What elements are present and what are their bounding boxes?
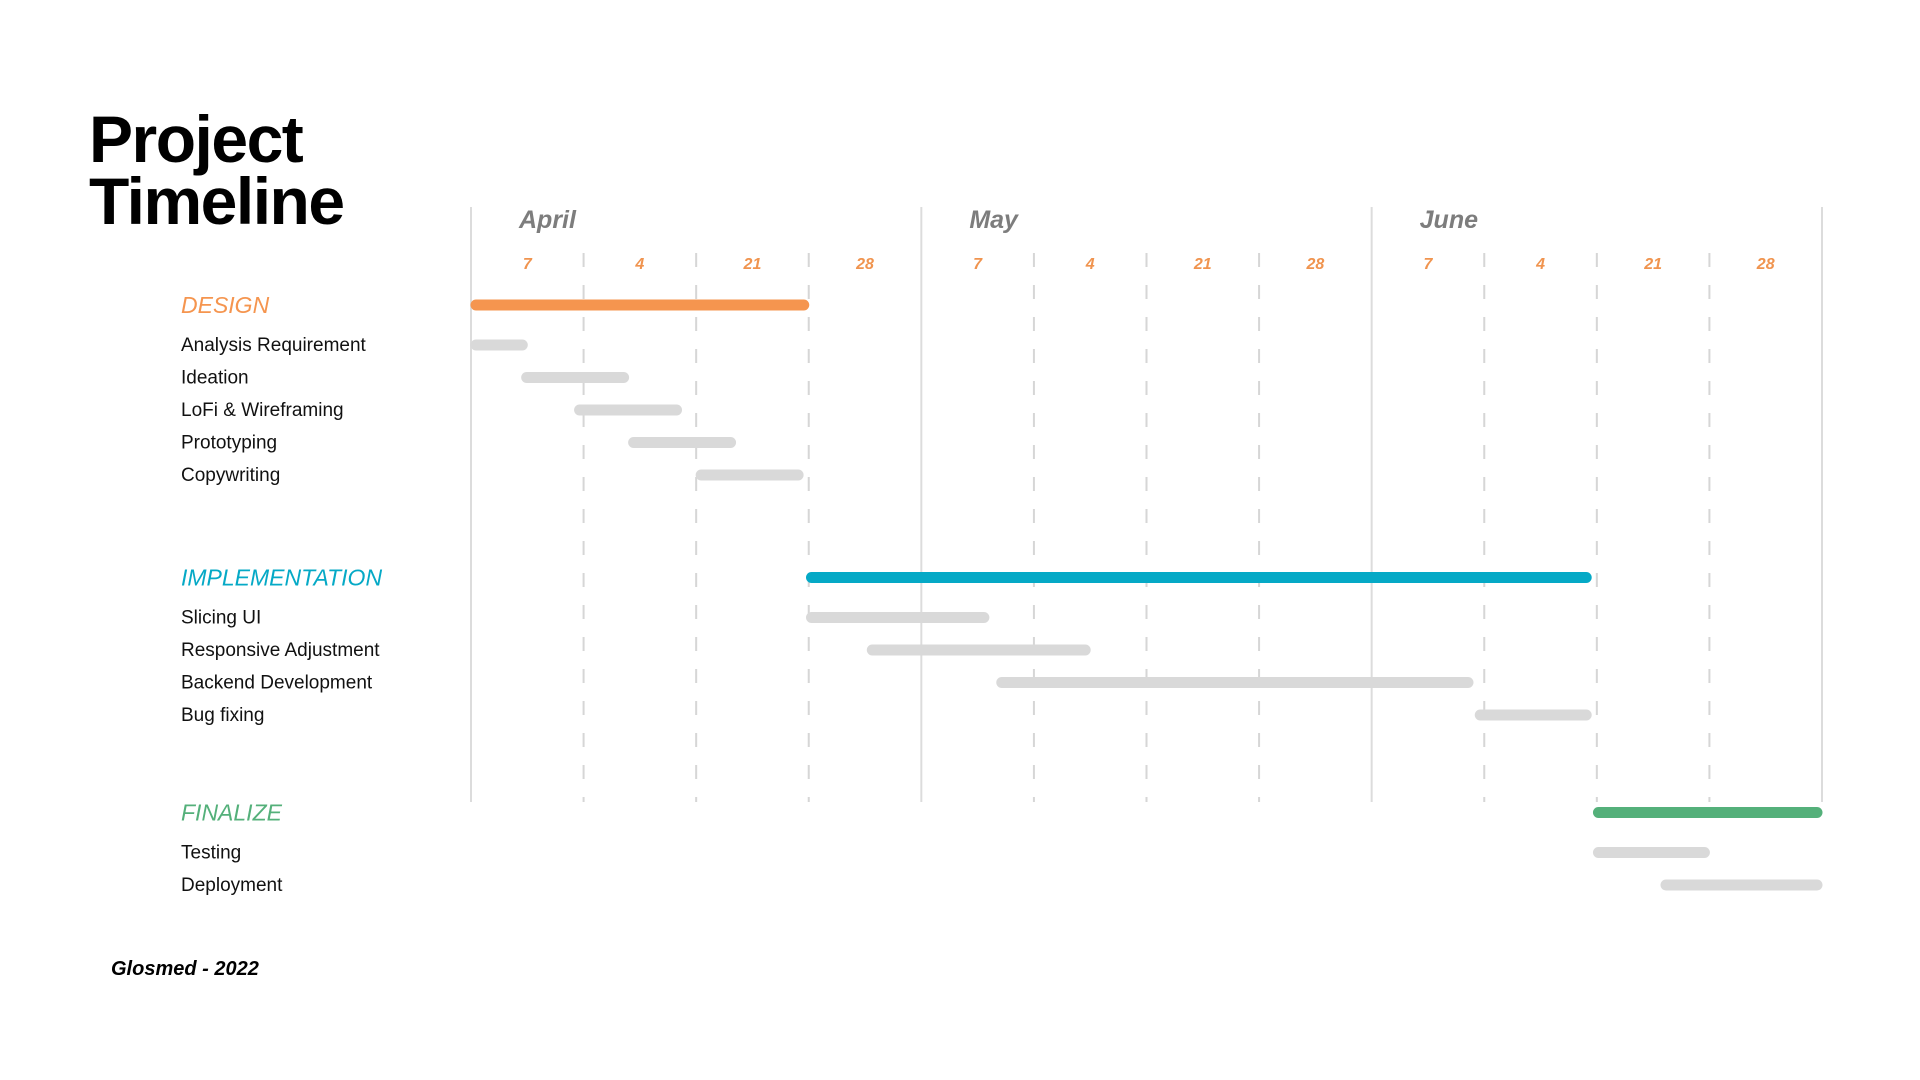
week-tick-label: 4: [634, 256, 644, 273]
week-tick-label: 7: [1424, 256, 1434, 273]
week-tick-label: 7: [523, 256, 533, 273]
week-tick-label: 4: [1085, 256, 1095, 273]
footer-credit: Glosmed - 2022: [111, 958, 259, 980]
month-label: April: [518, 206, 577, 234]
task-label: Ideation: [181, 368, 249, 389]
task-label: Prototyping: [181, 433, 277, 454]
phase-label: DESIGN: [181, 292, 270, 318]
task-label: Backend Development: [181, 673, 373, 694]
month-label: June: [1420, 206, 1478, 234]
month-label: May: [969, 206, 1019, 234]
week-tick-label: 28: [855, 256, 874, 273]
week-tick-label: 21: [1193, 256, 1212, 273]
week-tick-label: 4: [1535, 256, 1545, 273]
page-title-line: Project: [89, 102, 304, 176]
page-title-line: Timeline: [89, 164, 345, 238]
task-label: LoFi & Wireframing: [181, 400, 344, 421]
page-title: Project Timeline: [89, 102, 345, 238]
task-label: Copywriting: [181, 465, 280, 486]
task-label: Deployment: [181, 875, 283, 896]
week-tick-label: 28: [1305, 256, 1324, 273]
task-label: Testing: [181, 843, 241, 864]
task-label: Responsive Adjustment: [181, 640, 380, 661]
task-label: Analysis Requirement: [181, 335, 367, 356]
week-tick-label: 7: [973, 256, 983, 273]
phase-label: IMPLEMENTATION: [181, 565, 382, 591]
task-label: Bug fixing: [181, 705, 264, 726]
week-tick-label: 21: [1643, 256, 1662, 273]
week-tick-label: 28: [1756, 256, 1775, 273]
phase-label: FINALIZE: [181, 800, 283, 826]
week-tick-label: 21: [743, 256, 762, 273]
task-label: Slicing UI: [181, 608, 261, 629]
